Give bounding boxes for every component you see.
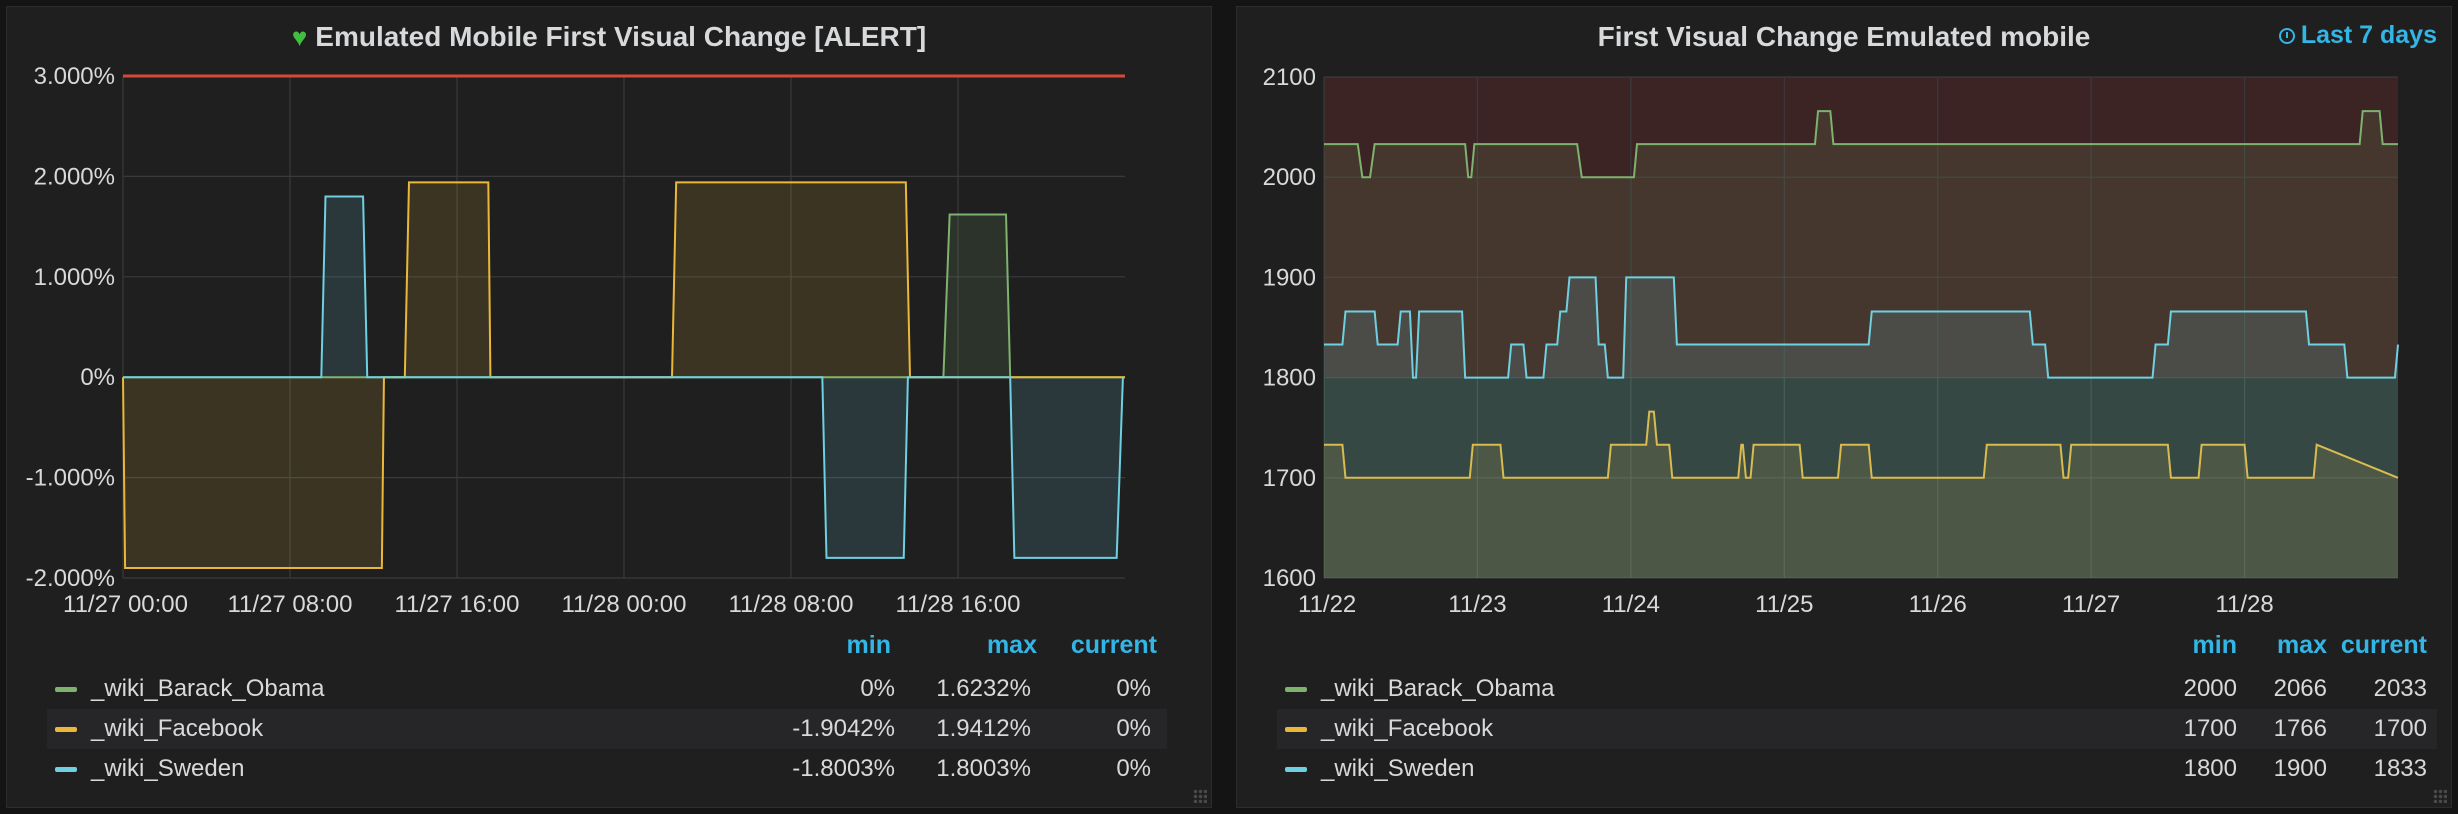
x-tick-label: 11/27 16:00 bbox=[394, 591, 519, 618]
y-tick-label: 1700 bbox=[1263, 465, 1316, 492]
series-max: 1.8003% bbox=[936, 755, 1031, 782]
series-color-swatch[interactable] bbox=[1285, 767, 1307, 772]
series-area-1 bbox=[123, 182, 1125, 568]
time-range-label: Last 7 days bbox=[2300, 21, 2437, 49]
x-tick-label: 11/25 bbox=[1755, 591, 1813, 618]
legend-row-facebook[interactable]: _wiki_Facebook -1.9042% 1.9412% 0% bbox=[47, 709, 1167, 749]
x-tick-label: 11/28 08:00 bbox=[728, 591, 853, 618]
series-current: 1833 bbox=[2373, 755, 2427, 782]
series-max: 1.9412% bbox=[936, 715, 1031, 742]
legend-header-min[interactable]: min bbox=[846, 631, 891, 659]
y-tick-label: 1600 bbox=[1263, 565, 1316, 592]
series-name[interactable]: _wiki_Barack_Obama bbox=[1321, 675, 1555, 702]
panel-alert-chart: ♥ Emulated Mobile First Visual Change [AL… bbox=[6, 6, 1212, 808]
chart-first-visual-change[interactable]: 1600 1700 1800 1900 2000 2100 11/22 11/23 11/24 1… bbox=[1237, 7, 2453, 627]
x-tick-label: 11/27 08:00 bbox=[227, 591, 352, 618]
y-tick-label: -2.000% bbox=[26, 565, 115, 592]
legend-row-sweden[interactable]: _wiki_Sweden 1800 1900 1833 bbox=[1277, 749, 2437, 789]
legend-header-max[interactable]: max bbox=[2276, 631, 2327, 659]
series-line-0 bbox=[1324, 110, 2398, 179]
threshold-band bbox=[1324, 77, 2398, 378]
y-tick-label: 2100 bbox=[1263, 64, 1316, 91]
series-max: 1766 bbox=[2273, 715, 2327, 742]
alert-ok-heart-icon: ♥ bbox=[291, 22, 308, 52]
series-current: 0% bbox=[1116, 715, 1151, 742]
x-tick-label: 11/22 bbox=[1298, 591, 1356, 618]
x-tick-label: 11/28 bbox=[2215, 591, 2273, 618]
series-current: 1700 bbox=[2373, 715, 2427, 742]
series-line-1 bbox=[122, 181, 1125, 569]
time-range-picker[interactable]: Last 7 days bbox=[2278, 21, 2437, 50]
series-line-2 bbox=[1324, 276, 2399, 379]
series-color-swatch[interactable] bbox=[55, 687, 77, 692]
series-name[interactable]: _wiki_Barack_Obama bbox=[91, 675, 325, 702]
y-tick-label: 0% bbox=[80, 364, 115, 391]
series-area-1 bbox=[1324, 411, 2398, 578]
series-name[interactable]: _wiki_Facebook bbox=[91, 715, 264, 742]
series-max: 1900 bbox=[2273, 755, 2327, 782]
series-max: 1.6232% bbox=[936, 675, 1031, 702]
x-tick-label: 11/26 bbox=[1909, 591, 1967, 618]
series-area-2 bbox=[123, 196, 1123, 558]
series-current: 0% bbox=[1116, 675, 1151, 702]
chart-alert-percent[interactable]: -2.000% -1.000% 0% 1.000% 2.000% 3.000% 11/27 … bbox=[7, 7, 1213, 627]
series-min: 2000 bbox=[2183, 675, 2237, 702]
series-min: 1800 bbox=[2183, 755, 2237, 782]
legend-row-sweden[interactable]: _wiki_Sweden -1.8003% 1.8003% 0% bbox=[47, 749, 1167, 789]
series-name[interactable]: _wiki_Facebook bbox=[1321, 715, 1494, 742]
series-name[interactable]: _wiki_Sweden bbox=[1321, 755, 1475, 782]
series-max: 2066 bbox=[2273, 675, 2327, 702]
series-color-swatch[interactable] bbox=[1285, 727, 1307, 732]
x-tick-label: 11/24 bbox=[1602, 591, 1660, 618]
y-tick-label: 2000 bbox=[1263, 164, 1316, 191]
series-min: 1700 bbox=[2183, 715, 2237, 742]
series-color-swatch[interactable] bbox=[1285, 687, 1307, 692]
panel-title[interactable]: First Visual Change Emulated mobile bbox=[1237, 21, 2451, 53]
legend-row-facebook[interactable]: _wiki_Facebook 1700 1766 1700 bbox=[1277, 709, 2437, 749]
panel-title[interactable]: ♥ Emulated Mobile First Visual Change [AL… bbox=[7, 21, 1211, 53]
y-tick-label: 3.000% bbox=[34, 63, 115, 90]
series-current: 0% bbox=[1116, 755, 1151, 782]
legend-header-min[interactable]: min bbox=[2192, 631, 2237, 659]
legend-header-max[interactable]: max bbox=[986, 631, 1037, 659]
y-tick-label: -1.000% bbox=[26, 465, 115, 492]
series-current: 2033 bbox=[2373, 675, 2427, 702]
x-tick-label: 11/28 16:00 bbox=[895, 591, 1020, 618]
series-name[interactable]: _wiki_Sweden bbox=[91, 755, 245, 782]
series-min: 0% bbox=[860, 675, 895, 702]
panel-resize-handle[interactable] bbox=[1193, 789, 1207, 803]
panel-first-visual-change: First Visual Change Emulated mobile Last… bbox=[1236, 6, 2452, 808]
x-tick-label: 11/27 bbox=[2062, 591, 2120, 618]
series-line-1 bbox=[1324, 410, 2399, 479]
legend-header-current[interactable]: current bbox=[2340, 631, 2427, 659]
legend-header-current[interactable]: current bbox=[1070, 631, 1157, 659]
series-min: -1.8003% bbox=[792, 755, 895, 782]
panel-title-text: Emulated Mobile First Visual Change [ALE… bbox=[315, 21, 927, 52]
series-min: -1.9042% bbox=[792, 715, 895, 742]
series-line-2 bbox=[123, 195, 1124, 559]
panel-resize-handle[interactable] bbox=[2433, 789, 2447, 803]
legend-row-obama[interactable]: _wiki_Barack_Obama 2000 2066 2033 bbox=[1277, 669, 2437, 709]
series-area-2 bbox=[1324, 277, 2398, 578]
x-tick-label: 11/28 00:00 bbox=[561, 591, 686, 618]
x-tick-label: 11/27 00:00 bbox=[63, 591, 188, 618]
legend-row-obama[interactable]: _wiki_Barack_Obama 0% 1.6232% 0% bbox=[47, 669, 1167, 709]
y-tick-label: 1900 bbox=[1263, 264, 1316, 291]
clock-icon bbox=[2278, 28, 2295, 44]
x-tick-label: 11/23 bbox=[1448, 591, 1506, 618]
series-color-swatch[interactable] bbox=[55, 767, 77, 772]
series-color-swatch[interactable] bbox=[55, 727, 77, 732]
y-tick-label: 2.000% bbox=[34, 163, 115, 190]
y-tick-label: 1.000% bbox=[34, 264, 115, 291]
y-tick-label: 1800 bbox=[1263, 365, 1316, 392]
panel-title-text: First Visual Change Emulated mobile bbox=[1597, 21, 2091, 52]
